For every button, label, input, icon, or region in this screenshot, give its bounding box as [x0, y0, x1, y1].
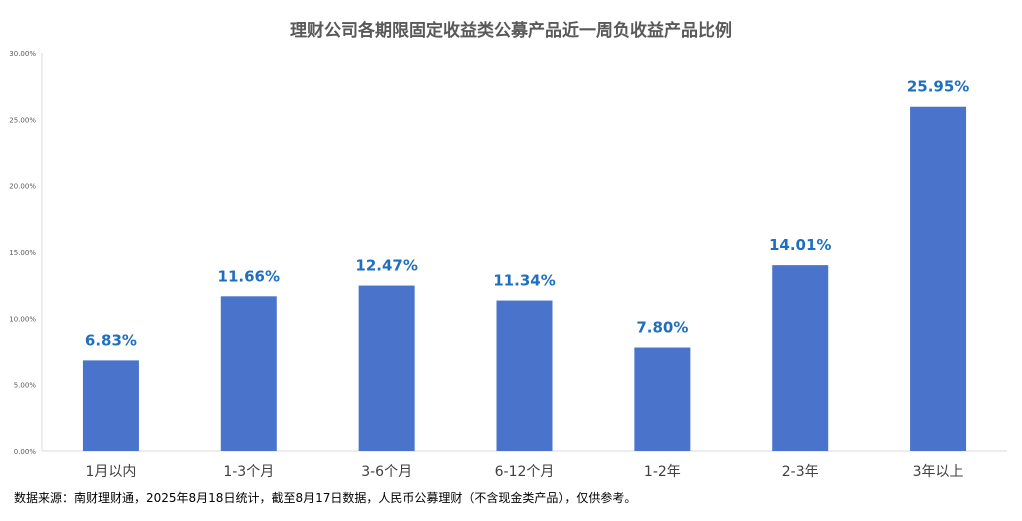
x-tick-label: 3-6个月 — [361, 464, 412, 480]
data-label: 11.34% — [493, 272, 555, 290]
data-label: 12.47% — [355, 257, 417, 275]
data-label: 25.95% — [907, 78, 969, 96]
y-tick-label: 20.00% — [9, 183, 36, 191]
source-note: 数据来源：南财理财通，2025年8月18日统计，截至8月17日数据，人民币公募理… — [14, 491, 637, 505]
y-tick-label: 25.00% — [9, 116, 36, 124]
y-tick-label: 0.00% — [14, 448, 37, 456]
y-tick-label: 15.00% — [9, 249, 36, 257]
x-tick-label: 1-3个月 — [223, 464, 274, 480]
bar — [772, 265, 829, 451]
x-tick-label: 1-2年 — [644, 464, 681, 480]
bar — [82, 360, 139, 451]
y-tick-label: 10.00% — [9, 315, 36, 323]
y-tick-label: 30.00% — [9, 50, 36, 58]
bars — [82, 106, 967, 451]
bar — [910, 106, 967, 451]
x-tick-label: 1月以内 — [85, 464, 136, 480]
x-tick-label: 6-12个月 — [495, 464, 555, 480]
data-label: 7.80% — [636, 319, 688, 337]
bar — [634, 347, 691, 451]
data-label: 14.01% — [769, 236, 831, 254]
y-tick-label: 5.00% — [14, 382, 37, 390]
labels: 6.83% 1月以内 11.66% 1-3个月 12.47% 3-6个月 11.34% 6-1… — [85, 78, 969, 480]
x-tick-label: 3年以上 — [913, 464, 964, 480]
chart-title: 理财公司各期限固定收益类公募产品近一周负收益产品比例 — [290, 21, 732, 41]
data-label: 11.66% — [218, 267, 280, 285]
bar — [496, 300, 553, 451]
x-tick-label: 2-3年 — [782, 464, 819, 480]
bar — [358, 285, 415, 451]
bar — [220, 296, 277, 451]
data-label: 6.83% — [85, 331, 137, 349]
